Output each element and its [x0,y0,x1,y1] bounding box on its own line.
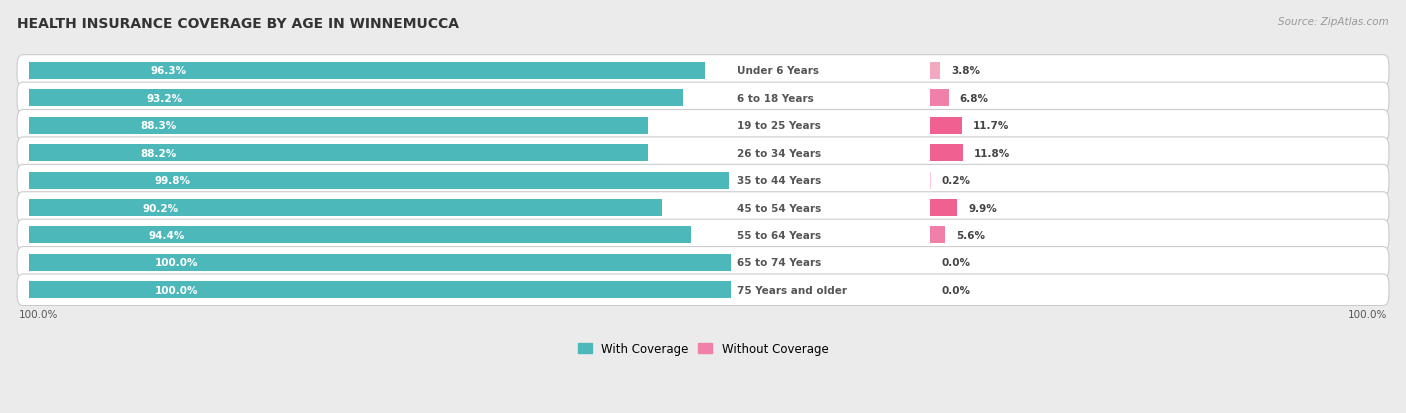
Bar [28,282,731,299]
Bar [28,254,731,271]
FancyBboxPatch shape [17,165,1389,197]
Bar [28,117,648,135]
Bar [929,90,949,107]
Text: 96.3%: 96.3% [150,66,187,76]
Bar [28,90,683,107]
Bar [929,117,962,135]
Bar [28,63,704,80]
Text: 6.8%: 6.8% [960,94,988,104]
Text: 99.8%: 99.8% [155,176,191,186]
Text: 88.3%: 88.3% [141,121,177,131]
Text: 75 Years and older: 75 Years and older [737,285,848,295]
Text: HEALTH INSURANCE COVERAGE BY AGE IN WINNEMUCCA: HEALTH INSURANCE COVERAGE BY AGE IN WINN… [17,17,458,31]
Text: 100.0%: 100.0% [155,285,198,295]
Text: Under 6 Years: Under 6 Years [737,66,820,76]
Text: 100.0%: 100.0% [20,309,59,319]
FancyBboxPatch shape [17,192,1389,224]
Text: 94.4%: 94.4% [148,230,184,240]
Bar [929,199,957,216]
Text: 100.0%: 100.0% [1347,309,1386,319]
Text: 0.0%: 0.0% [941,258,970,268]
Text: 11.7%: 11.7% [973,121,1010,131]
Bar [28,199,662,216]
FancyBboxPatch shape [17,247,1389,278]
Text: 11.8%: 11.8% [973,148,1010,158]
FancyBboxPatch shape [17,56,1389,87]
Bar [28,172,730,189]
Text: 19 to 25 Years: 19 to 25 Years [737,121,821,131]
Text: 9.9%: 9.9% [969,203,997,213]
FancyBboxPatch shape [17,138,1389,169]
Text: Source: ZipAtlas.com: Source: ZipAtlas.com [1278,17,1389,26]
FancyBboxPatch shape [17,110,1389,142]
Text: 35 to 44 Years: 35 to 44 Years [737,176,821,186]
Text: 55 to 64 Years: 55 to 64 Years [737,230,821,240]
FancyBboxPatch shape [17,220,1389,251]
Bar [929,227,945,244]
Text: 26 to 34 Years: 26 to 34 Years [737,148,821,158]
Bar [28,227,692,244]
Text: 65 to 74 Years: 65 to 74 Years [737,258,821,268]
Bar [929,145,963,162]
Text: 88.2%: 88.2% [141,148,176,158]
FancyBboxPatch shape [17,83,1389,114]
Text: 93.2%: 93.2% [146,94,183,104]
FancyBboxPatch shape [17,274,1389,306]
Text: 6 to 18 Years: 6 to 18 Years [737,94,814,104]
Text: 100.0%: 100.0% [155,258,198,268]
Legend: With Coverage, Without Coverage: With Coverage, Without Coverage [572,337,834,360]
Text: 0.2%: 0.2% [942,176,970,186]
Text: 45 to 54 Years: 45 to 54 Years [737,203,821,213]
Text: 3.8%: 3.8% [952,66,980,76]
Text: 0.0%: 0.0% [941,285,970,295]
Bar [929,63,941,80]
Text: 90.2%: 90.2% [142,203,179,213]
Bar [28,145,648,162]
Text: 5.6%: 5.6% [956,230,986,240]
